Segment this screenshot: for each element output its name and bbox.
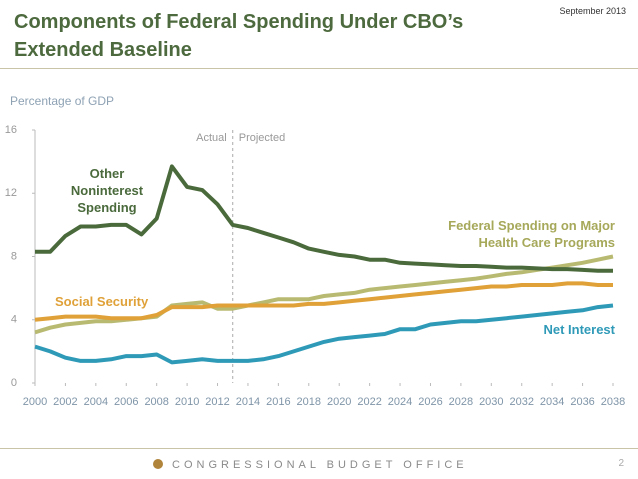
x-tick-label: 2036 <box>570 396 594 408</box>
series-label: Federal Spending on Major Health Care Pr… <box>448 218 615 250</box>
x-tick-label: 2000 <box>23 396 47 408</box>
x-tick-label: 2004 <box>84 396 108 408</box>
x-tick-label: 2020 <box>327 396 351 408</box>
x-tick-label: 2038 <box>601 396 625 408</box>
x-tick-label: 2014 <box>236 396 260 408</box>
series-label: Other Noninterest Spending <box>70 166 144 215</box>
x-tick-label: 2012 <box>205 396 229 408</box>
series-line <box>34 281 613 322</box>
x-tick-label: 2016 <box>266 396 290 408</box>
divider-right-label: Projected <box>239 132 285 144</box>
y-axis-label: Percentage of GDP <box>10 94 114 108</box>
x-tick-label: 2002 <box>53 396 77 408</box>
slide-date: September 2013 <box>559 6 626 16</box>
x-tick-label: 2034 <box>540 396 564 408</box>
x-tick-label: 2006 <box>114 396 138 408</box>
logo <box>153 459 163 469</box>
y-tick-label: 4 <box>11 314 17 326</box>
y-tick-label: 0 <box>11 377 17 389</box>
x-tick-label: 2028 <box>449 396 473 408</box>
series-label: Social Security <box>55 294 149 309</box>
footer-org: CONGRESSIONAL BUDGET OFFICE <box>172 459 468 471</box>
footer-rule <box>0 448 638 449</box>
header-rule <box>0 68 638 69</box>
x-tick-label: 2030 <box>479 396 503 408</box>
y-tick-label: 8 <box>11 250 17 262</box>
divider-left-label: Actual <box>196 132 227 144</box>
series-line <box>34 303 614 365</box>
slide-title: Components of Federal Spending Under CBO… <box>14 11 464 61</box>
x-tick-label: 2010 <box>175 396 199 408</box>
x-tick-label: 2032 <box>509 396 533 408</box>
series-label: Net Interest <box>543 322 615 337</box>
y-tick-label: 16 <box>5 124 17 136</box>
x-tick-label: 2022 <box>357 396 381 408</box>
x-tick-label: 2024 <box>388 396 412 408</box>
x-tick-label: 2018 <box>297 396 321 408</box>
series-line <box>35 164 613 273</box>
x-tick-label: 2026 <box>418 396 442 408</box>
x-tick-label: 2008 <box>144 396 168 408</box>
y-tick-label: 12 <box>5 187 17 199</box>
page-number: 2 <box>618 458 624 469</box>
